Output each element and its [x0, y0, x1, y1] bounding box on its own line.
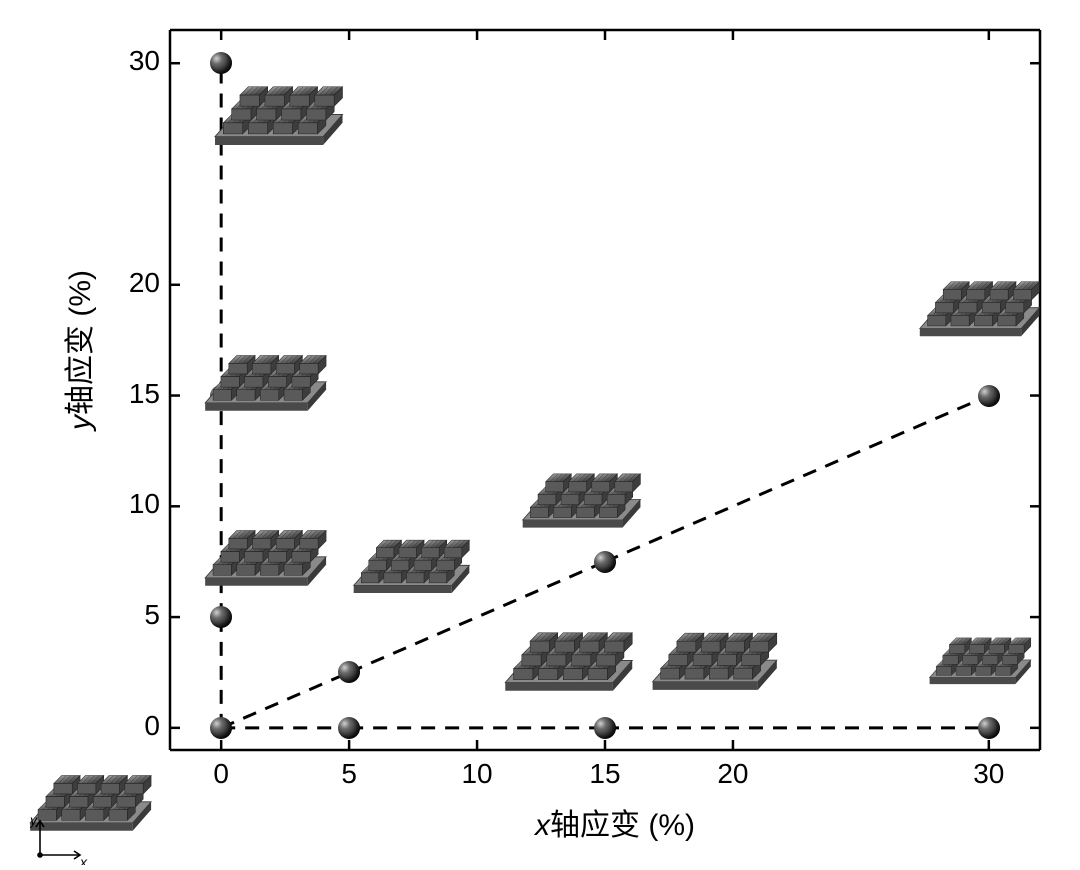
x-tick-label: 30 [959, 758, 1019, 790]
y-tick-label: 5 [100, 599, 160, 631]
y-axis-label-rest: 轴应变 (%) [64, 270, 97, 415]
data-point [594, 551, 616, 573]
sample-thumbnail [204, 54, 349, 151]
sample-thumbnail [645, 598, 780, 698]
x-tick-label: 5 [319, 758, 379, 790]
x-tick-label: 10 [447, 758, 507, 790]
svg-text:y: y [30, 815, 38, 828]
sample-thumbnail [497, 598, 635, 698]
data-point [978, 385, 1000, 407]
svg-text:x: x [79, 854, 88, 865]
x-tick-label: 0 [191, 758, 251, 790]
y-tick-label: 0 [100, 710, 160, 742]
x-axis-label-rest: 轴应变 (%) [550, 809, 695, 842]
x-tick-label: 20 [703, 758, 763, 790]
y-tick-label: 10 [100, 488, 160, 520]
data-point [978, 717, 1000, 739]
scatter-chart: x轴应变 (%) y轴应变 (%) yx 0510152030051015203… [0, 0, 1080, 868]
sample-thumbnail [912, 246, 1042, 346]
data-point [338, 661, 360, 683]
data-point [594, 717, 616, 739]
sample-thumbnail [191, 324, 336, 416]
sample-thumbnail [923, 595, 1033, 705]
sample-thumbnail [515, 441, 643, 536]
y-tick-label: 20 [100, 267, 160, 299]
y-tick-label: 15 [100, 378, 160, 410]
sample-thumbnail [188, 499, 338, 591]
x-axis-label-italic: x [535, 809, 550, 842]
data-point [338, 717, 360, 739]
sample-thumbnail [344, 510, 474, 598]
data-point [210, 717, 232, 739]
data-point [210, 606, 232, 628]
inset-axes: yx [30, 815, 90, 865]
y-tick-label: 30 [100, 45, 160, 77]
x-axis-label: x轴应变 (%) [485, 800, 745, 844]
y-axis-label: y轴应变 (%) [55, 220, 99, 480]
y-axis-label-italic: y [64, 415, 97, 430]
x-tick-label: 15 [575, 758, 635, 790]
